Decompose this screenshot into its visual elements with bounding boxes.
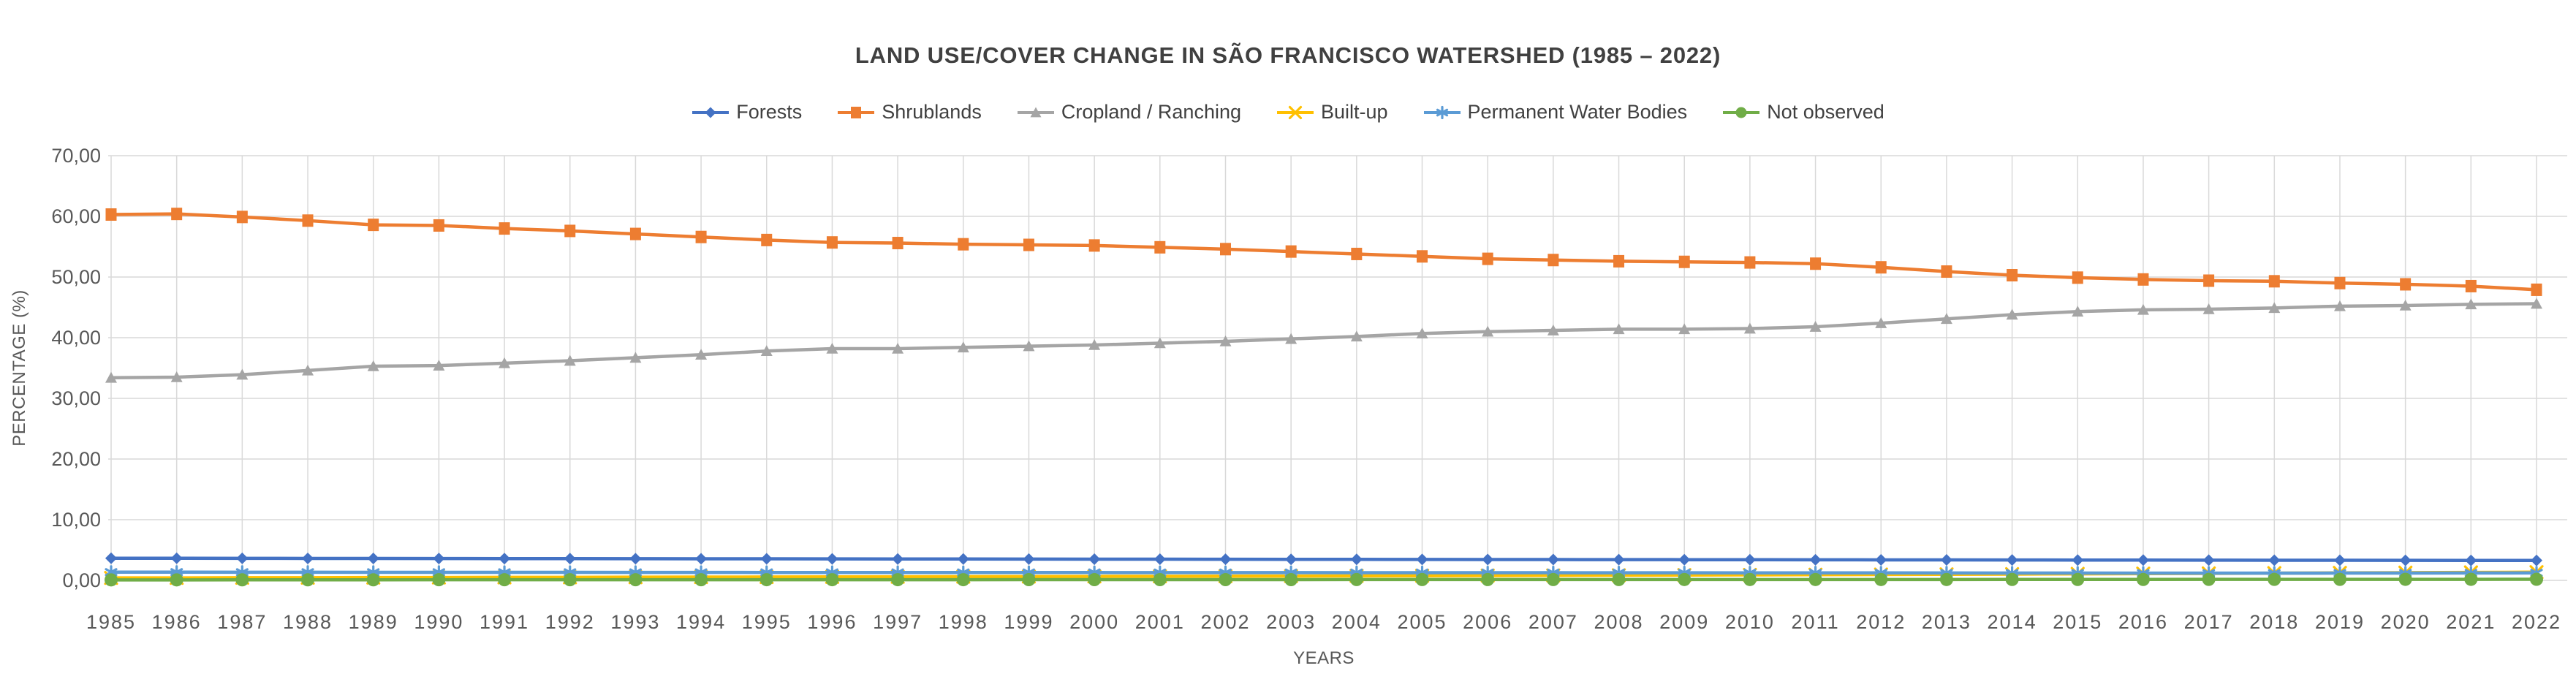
x-tick-label: 2004: [1332, 611, 1382, 633]
legend-label: Shrublands: [882, 101, 982, 123]
x-tick-label: 2018: [2249, 611, 2299, 633]
series-not-observed: [105, 572, 2543, 587]
legend: Forests Shrublands Cropland / Ranching Buil…: [0, 101, 2576, 124]
cropland-ranching-marker-icon: [1017, 107, 1054, 117]
x-tick-label: 1988: [283, 611, 333, 633]
y-tick-label: 20,00: [51, 448, 101, 470]
x-tick-label: 2021: [2446, 611, 2496, 633]
y-tick-label: 30,00: [51, 387, 101, 409]
x-tick-label: 2011: [1792, 611, 1840, 633]
x-tick-label: 2001: [1135, 611, 1185, 633]
permanent-water-bodies-marker-icon: [1423, 105, 1461, 119]
x-tick-label: 1987: [217, 611, 267, 633]
legend-label: Not observed: [1767, 101, 1884, 123]
y-axis-tick-labels: 0,00 10,00 20,00 30,00 40,00 50,00 60,00 70,00: [51, 145, 101, 591]
x-tick-label: 1992: [545, 611, 595, 633]
x-tick-label: 1993: [610, 611, 660, 633]
legend-label: Forests: [736, 101, 803, 123]
legend-item-cropland-ranching: Cropland / Ranching: [1017, 101, 1241, 124]
legend-item-permanent-water-bodies: Permanent Water Bodies: [1423, 101, 1688, 124]
x-tick-label: 1991: [480, 611, 529, 633]
x-tick-label: 2000: [1069, 611, 1119, 633]
x-tick-label: 2015: [2053, 611, 2102, 633]
x-tick-label: 2005: [1397, 611, 1447, 633]
x-tick-label: 2006: [1463, 611, 1512, 633]
x-tick-label: 2002: [1200, 611, 1250, 633]
x-tick-label: 1999: [1004, 611, 1053, 633]
x-axis-title: YEARS: [1293, 648, 1355, 668]
x-tick-label: 1989: [349, 611, 398, 633]
x-tick-label: 2020: [2381, 611, 2431, 633]
y-tick-label: 10,00: [51, 509, 101, 531]
x-tick-label: 1998: [939, 611, 988, 633]
legend-label: Built-up: [1321, 101, 1388, 123]
series-forests: [105, 552, 2542, 566]
x-axis-tick-labels: 1985 1986 1987 1988 1989 1990 1991 1992 1993 1994…: [86, 611, 2561, 633]
x-tick-label: 2017: [2184, 611, 2234, 633]
x-tick-label: 1990: [414, 611, 463, 633]
x-tick-label: 1986: [152, 611, 202, 633]
x-tick-label: 2010: [1725, 611, 1775, 633]
x-tick-label: 2012: [1856, 611, 1906, 633]
x-tick-label: 1996: [807, 611, 857, 633]
x-tick-label: 2013: [1922, 611, 1971, 633]
not-observed-marker-icon: [1723, 107, 1760, 118]
legend-label: Cropland / Ranching: [1061, 101, 1241, 123]
shrublands-marker-icon: [838, 106, 875, 118]
x-tick-label: 2003: [1266, 611, 1316, 633]
legend-item-shrublands: Shrublands: [837, 101, 982, 124]
y-axis-title: PERCENTAGE (%): [10, 289, 29, 447]
x-tick-label: 2008: [1594, 611, 1644, 633]
gridlines: [108, 155, 2567, 581]
chart-title: LAND USE/COVER CHANGE IN SÃO FRANCISCO W…: [855, 42, 1721, 68]
built-up-marker-icon: [1277, 105, 1314, 119]
y-tick-label: 60,00: [51, 205, 101, 227]
x-tick-label: 2019: [2315, 611, 2365, 633]
legend-item-not-observed: Not observed: [1722, 101, 1884, 124]
series-cropland-ranching: [105, 297, 2542, 383]
x-tick-label: 2016: [2118, 611, 2168, 633]
x-tick-label: 1995: [742, 611, 792, 633]
series-shrublands: [105, 208, 2542, 296]
x-tick-label: 1985: [86, 611, 136, 633]
y-tick-label: 50,00: [51, 266, 101, 288]
x-tick-label: 2014: [1988, 611, 2037, 633]
y-tick-label: 0,00: [62, 569, 101, 591]
x-tick-label: 2022: [2512, 611, 2561, 633]
x-tick-label: 2007: [1528, 611, 1578, 633]
legend-label: Permanent Water Bodies: [1467, 101, 1688, 123]
x-tick-label: 1994: [676, 611, 726, 633]
y-tick-label: 40,00: [51, 327, 101, 349]
x-tick-label: 1997: [873, 611, 923, 633]
legend-item-forests: Forests: [692, 101, 802, 124]
y-tick-label: 70,00: [51, 145, 101, 167]
forests-marker-icon: [692, 107, 730, 118]
x-tick-label: 2009: [1659, 611, 1709, 633]
legend-item-built-up: Built-up: [1276, 101, 1388, 124]
